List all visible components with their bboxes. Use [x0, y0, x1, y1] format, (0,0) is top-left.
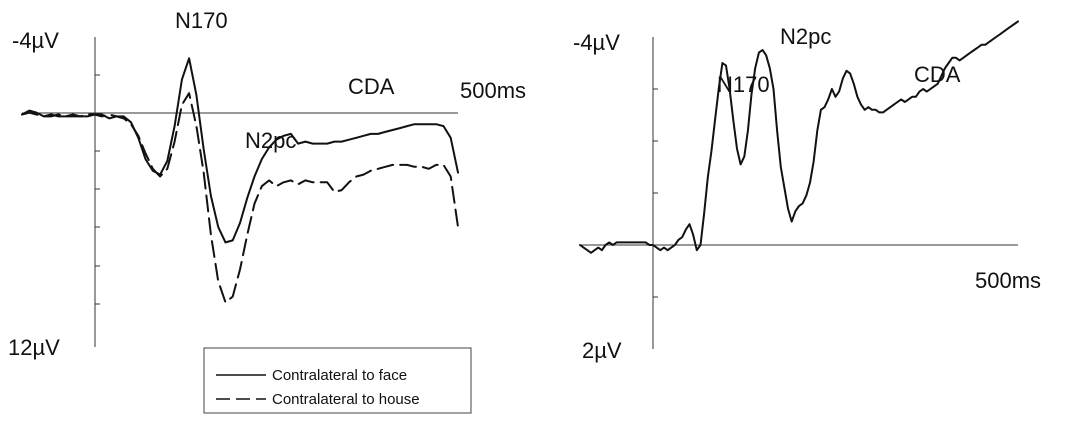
- series-line-dashed: [21, 92, 459, 304]
- legend-label-house: Contralateral to house: [272, 391, 420, 408]
- left-erp-panel: -4µV 12µV 500ms N170 N2pc CDA: [8, 8, 526, 360]
- right-series: [579, 20, 1019, 254]
- right-y-ticks: [653, 88, 658, 298]
- left-y-top-label: -4µV: [12, 28, 59, 53]
- left-series: [21, 57, 459, 304]
- left-annotation-n170: N170: [175, 8, 228, 33]
- left-annotation-cda: CDA: [348, 74, 395, 99]
- legend: Contralateral to face Contralateral to h…: [203, 347, 472, 414]
- series-line-solid: [579, 20, 1019, 254]
- left-y-bottom-label: 12µV: [8, 335, 60, 360]
- right-y-bottom-label: 2µV: [582, 338, 622, 363]
- right-y-top-label: -4µV: [573, 30, 620, 55]
- left-x-end-label: 500ms: [460, 78, 526, 103]
- right-erp-panel: -4µV 2µV 500ms N170 N2pc CDA: [573, 20, 1041, 363]
- left-y-ticks: [95, 74, 100, 305]
- legend-box: [203, 347, 472, 414]
- left-annotation-n2pc: N2pc: [245, 128, 296, 153]
- right-annotation-n170: N170: [717, 72, 770, 97]
- right-annotation-n2pc: N2pc: [780, 24, 831, 49]
- right-x-end-label: 500ms: [975, 268, 1041, 293]
- legend-label-face: Contralateral to face: [272, 367, 407, 384]
